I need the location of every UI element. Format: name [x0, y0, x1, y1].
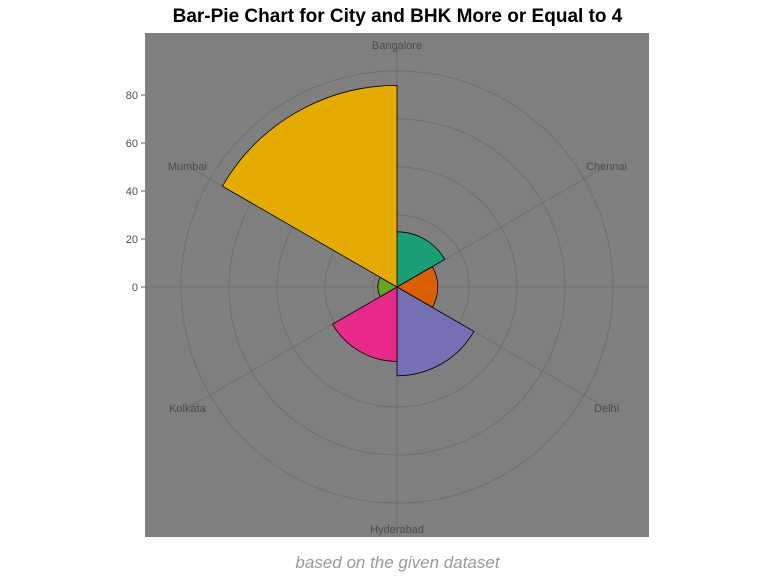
category-labels: Bangalore Chennai Delhi Hyderabad Kolkata Mum… [168, 40, 627, 536]
category-label: Bangalore [372, 40, 422, 52]
y-tick-label: 40 [126, 186, 138, 198]
category-label: Delhi [594, 403, 619, 415]
slice-chennai [396, 266, 439, 308]
slice-mumbai [221, 84, 398, 288]
y-tick-label: 80 [126, 90, 138, 102]
y-tick-label: 0 [132, 282, 138, 294]
category-label: Mumbai [168, 161, 207, 173]
slice-delhi [396, 286, 475, 377]
slice-hyderabad [332, 286, 398, 362]
category-label: Chennai [586, 161, 627, 173]
y-tick-labels: 0 20 40 60 80 [126, 90, 145, 294]
slice-bangalore [396, 231, 446, 288]
category-label: Kolkata [169, 403, 207, 415]
y-tick-label: 20 [126, 234, 138, 246]
chart-slices [221, 84, 475, 377]
chart-title: Bar-Pie Chart for City and BHK More or E… [172, 6, 623, 27]
category-label: Hyderabad [370, 524, 424, 536]
chart-caption: based on the given dataset [295, 553, 500, 572]
y-tick-label: 60 [126, 138, 138, 150]
